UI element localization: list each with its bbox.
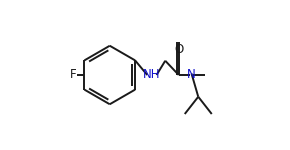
Text: NH: NH bbox=[143, 69, 160, 81]
Text: O: O bbox=[174, 43, 183, 56]
Text: F: F bbox=[70, 69, 77, 81]
Text: N: N bbox=[187, 69, 196, 81]
